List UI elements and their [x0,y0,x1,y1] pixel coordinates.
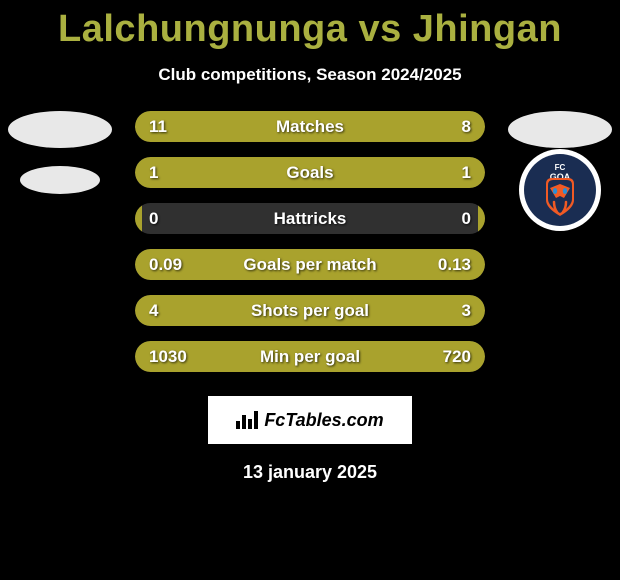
stat-value-right: 0 [462,209,471,229]
stat-label: Goals [135,163,485,183]
comparison-area: FC GOA Matches118Goals11Hattricks00Goals… [0,111,620,372]
page-subtitle: Club competitions, Season 2024/2025 [0,65,620,85]
stat-value-right: 1 [462,163,471,183]
player1-column [0,111,120,194]
brand-badge: FcTables.com [208,396,412,444]
stat-row: Hattricks0 0 [135,203,485,234]
stat-value-right: 3 [462,301,471,321]
player2-club-logo: FC GOA [519,149,601,231]
stat-value-left: 1 [149,163,158,183]
player2-avatar-placeholder [508,111,612,148]
stat-row: Shots per goal4 3 [135,295,485,326]
stat-rows-container: Matches118Goals11Hattricks00Goals per ma… [135,111,485,372]
stat-value-left: 0 [149,209,158,229]
stat-value-left: 0.09 [149,255,182,275]
stat-label: Shots per goal [135,301,485,321]
stat-value-left: 11 [149,117,167,137]
player2-column: FC GOA [500,111,620,231]
player1-club-placeholder [20,166,100,194]
stat-label: Matches [135,117,485,137]
stat-value-left: 4 [149,301,158,321]
bar-chart-icon [236,411,258,429]
stat-value-right: 720 [443,347,471,367]
svg-text:FC: FC [555,163,566,172]
footer-date: 13 january 2025 [0,462,620,483]
stat-row: Goals1 1 [135,157,485,188]
stat-label: Hattricks [135,209,485,229]
stat-label: Min per goal [135,347,485,367]
stat-value-left: 1030 [149,347,187,367]
stat-row: Goals per match0.09 0.13 [135,249,485,280]
stat-row: Matches11 8 [135,111,485,142]
page-title: Lalchungnunga vs Jhingan [0,0,620,51]
brand-text: FcTables.com [264,410,383,431]
stat-value-right: 0.13 [438,255,471,275]
stat-row: Min per goal1030 720 [135,341,485,372]
fc-goa-icon: FC GOA [524,154,596,226]
player1-avatar-placeholder [8,111,112,148]
stat-value-right: 8 [462,117,471,137]
stat-label: Goals per match [135,255,485,275]
fc-goa-logo-bg: FC GOA [524,154,596,226]
